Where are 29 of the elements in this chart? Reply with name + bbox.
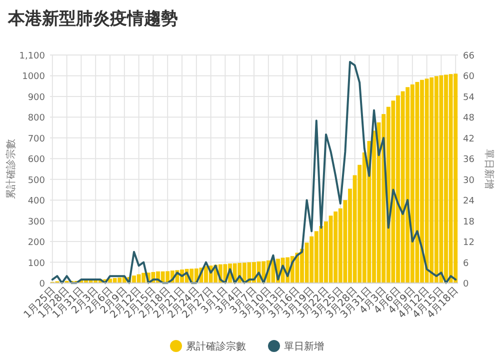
y-tick-label: 300 — [28, 217, 46, 228]
y2-tick-label: 12 — [463, 238, 474, 248]
y-tick-label: 700 — [28, 134, 46, 144]
legend-label: 單日新增 — [284, 340, 324, 352]
y-tick-label: 0 — [39, 280, 46, 290]
y-tick-label: 100 — [28, 258, 46, 269]
y-axis-title: 累計確診宗數 — [5, 139, 17, 199]
y-tick-label: 600 — [28, 155, 46, 166]
y2-tick-label: 6 — [463, 258, 469, 269]
y2-tick-label: 0 — [463, 280, 469, 290]
y2-tick-label: 18 — [463, 217, 475, 228]
y2-tick-label: 36 — [463, 155, 475, 166]
y-tick-label: 1,100 — [19, 52, 46, 62]
legend-label: 累計確診宗數 — [186, 340, 246, 352]
y-tick-label: 900 — [28, 92, 46, 103]
chart-title: 本港新型肺炎疫情趨勢 — [7, 9, 178, 29]
y2-tick-label: 24 — [463, 196, 475, 207]
y2-tick-label: 48 — [463, 114, 475, 124]
y-tick-label: 800 — [28, 114, 46, 124]
y-tick-label: 200 — [28, 238, 46, 248]
y2-tick-label: 54 — [463, 92, 475, 103]
y2-tick-label: 66 — [463, 52, 475, 62]
y-tick-label: 400 — [28, 196, 46, 207]
y2-axis-title: 單日新增 — [483, 149, 495, 189]
y2-tick-label: 30 — [463, 176, 475, 186]
y-tick-label: 1000 — [22, 72, 46, 82]
y-tick-label: 500 — [28, 176, 46, 186]
y2-tick-label: 42 — [463, 134, 474, 144]
y2-tick-label: 60 — [463, 72, 475, 82]
